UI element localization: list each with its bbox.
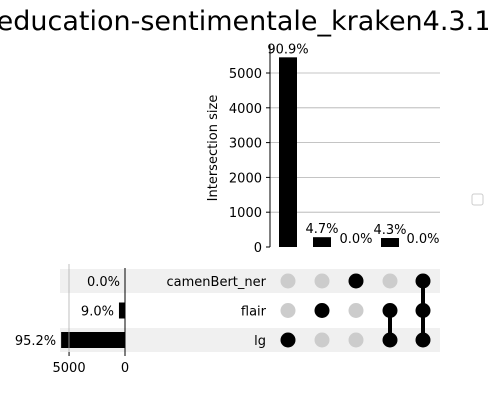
intersection-bar [279,57,297,247]
set-size-label-lg: 95.2% [15,334,56,349]
intersection-label: 0.0% [339,232,372,247]
matrix-dot-inactive [349,333,364,348]
legend-box [472,194,483,205]
y-tick-label: 4000 [229,102,262,117]
matrix-dot-inactive [281,303,296,318]
set-size-label-camenBert_ner: 0.0% [87,275,120,290]
set-name-lg: lg [254,334,266,349]
set-name-camenBert_ner: camenBert_ner [167,275,267,290]
y-tick-label: 2000 [229,171,262,186]
matrix-dot-active [416,303,431,318]
intersection-label: 4.3% [373,223,406,238]
y-axis: 0 1000 2000 3000 4000 5000 [229,45,270,256]
intersection-label: 4.7% [305,222,338,237]
chart-title: education-sentimentale_kraken4.3.1 [0,6,488,37]
y-tick-label: 1000 [229,206,262,221]
set-size-bar-lg [61,332,125,348]
set-size-label-flair: 9.0% [81,305,114,320]
matrix-dot-active [315,303,330,318]
matrix-dot-inactive [315,274,330,289]
matrix-dot-active [383,333,398,348]
matrix-dot-inactive [383,274,398,289]
matrix-dot-active [383,303,398,318]
intersection-bar [381,238,399,247]
matrix-dot-inactive [281,274,296,289]
set-axis-tick-label: 5000 [53,361,86,376]
intersection-label: 0.0% [406,232,439,247]
y-axis-label: Intersection size [206,95,221,202]
y-tick-label: 5000 [229,67,262,82]
matrix-dot-active [349,274,364,289]
y-tick-label: 0 [254,241,262,256]
matrix-dot-inactive [315,333,330,348]
y-tick-label: 3000 [229,137,262,152]
set-name-flair: flair [241,305,267,320]
set-size-bar-flair [119,303,125,319]
matrix-dot-inactive [349,303,364,318]
set-axis-tick-label: 0 [121,361,129,376]
matrix-dot-active [416,274,431,289]
matrix-dot-active [416,333,431,348]
intersection-bars [279,57,399,247]
intersection-label: 90.9% [267,42,308,57]
matrix-dot-active [281,333,296,348]
intersection-bar [313,237,331,247]
